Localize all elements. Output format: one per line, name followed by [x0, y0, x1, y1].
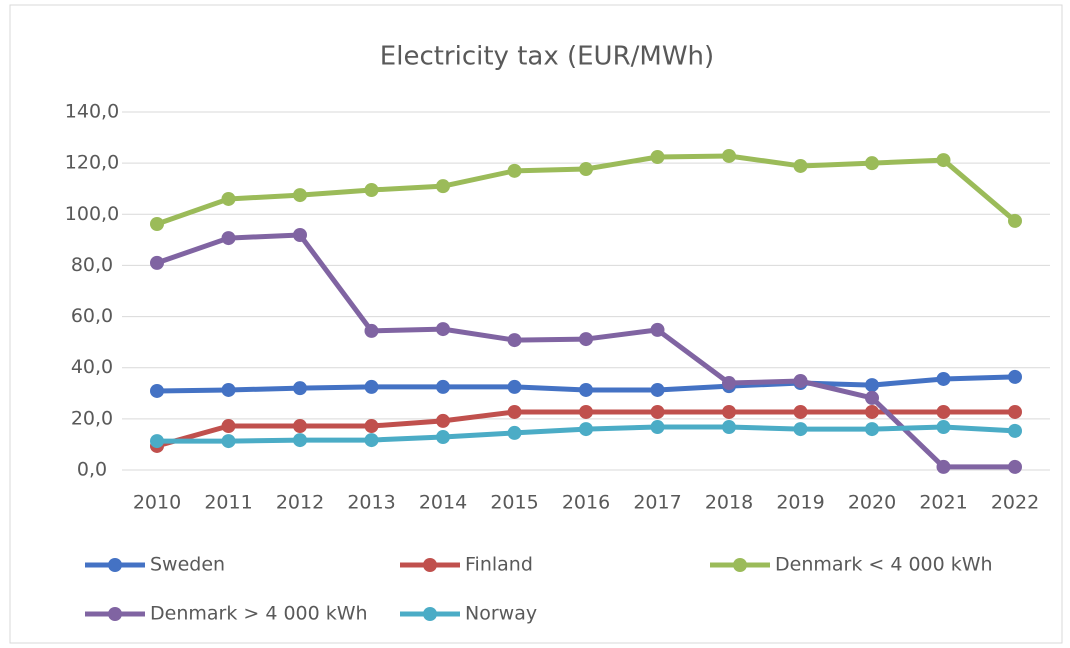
x-tick-label: 2021: [919, 492, 967, 514]
data-point: [507, 404, 522, 419]
data-point: [507, 163, 522, 178]
data-point: [293, 381, 307, 396]
data-point: [650, 404, 665, 419]
data-point: [865, 422, 879, 437]
data-point: [722, 420, 736, 435]
data-point: [221, 434, 236, 449]
data-point: [650, 150, 665, 165]
data-point: [865, 378, 879, 393]
data-point: [364, 433, 379, 448]
data-point: [936, 404, 951, 419]
x-tick-label: 2017: [633, 492, 681, 514]
data-point: [722, 376, 736, 391]
data-point: [865, 156, 879, 171]
data-point: [579, 404, 593, 419]
data-point: [579, 422, 593, 437]
data-point: [364, 419, 379, 434]
x-tick-label: 2018: [705, 492, 753, 514]
y-tick-label: 0,0: [77, 459, 107, 481]
data-point: [936, 153, 951, 168]
data-point: [722, 148, 736, 163]
data-point: [221, 191, 236, 206]
data-point: [1008, 459, 1022, 474]
data-point: [436, 179, 450, 194]
legend-label: Finland: [465, 554, 533, 576]
data-point: [507, 425, 522, 440]
legend-label: Norway: [465, 603, 537, 625]
data-point: [936, 371, 951, 386]
data-point: [793, 404, 808, 419]
data-point: [865, 390, 879, 405]
data-point: [293, 419, 307, 434]
data-point: [936, 420, 951, 435]
chart-title: Electricity tax (EUR/MWh): [380, 42, 714, 72]
data-point: [150, 217, 164, 232]
x-tick-label: 2015: [490, 492, 538, 514]
data-point: [793, 158, 808, 173]
legend-marker: [733, 558, 747, 572]
data-point: [936, 459, 951, 474]
x-tick-label: 2022: [991, 492, 1039, 514]
data-point: [150, 383, 164, 398]
y-tick-label: 140,0: [65, 101, 119, 123]
y-tick-label: 40,0: [71, 356, 113, 378]
data-point: [436, 413, 450, 428]
data-point: [1008, 369, 1022, 384]
chart-frame: [9, 4, 1063, 644]
x-tick-label: 2010: [133, 492, 181, 514]
x-tick-label: 2013: [347, 492, 395, 514]
data-point: [364, 182, 379, 197]
data-point: [150, 255, 164, 270]
x-tick-label: 2014: [419, 492, 467, 514]
data-point: [865, 404, 879, 419]
data-point: [579, 332, 593, 347]
data-point: [579, 382, 593, 397]
data-point: [1008, 404, 1022, 419]
data-point: [436, 430, 450, 445]
data-point: [793, 374, 808, 389]
data-point: [221, 419, 236, 434]
data-point: [293, 433, 307, 448]
legend-marker: [423, 607, 437, 621]
legend-label: Denmark > 4 000 kWh: [150, 603, 368, 625]
legend-label: Denmark < 4 000 kWh: [775, 554, 993, 576]
data-point: [436, 379, 450, 394]
y-tick-label: 100,0: [65, 203, 119, 225]
x-tick-label: 2019: [776, 492, 824, 514]
x-tick-label: 2011: [204, 492, 252, 514]
y-tick-label: 60,0: [71, 305, 113, 327]
y-tick-label: 120,0: [65, 152, 119, 174]
data-point: [650, 382, 665, 397]
legend-marker: [108, 607, 122, 621]
data-point: [507, 379, 522, 394]
data-point: [293, 188, 307, 203]
x-tick-label: 2020: [848, 492, 896, 514]
data-point: [579, 162, 593, 177]
legend-label: Sweden: [150, 554, 225, 576]
data-point: [722, 404, 736, 419]
data-point: [507, 333, 522, 348]
x-tick-label: 2012: [276, 492, 324, 514]
data-point: [293, 227, 307, 242]
data-point: [221, 382, 236, 397]
legend-marker: [423, 558, 437, 572]
data-point: [793, 422, 808, 437]
data-point: [364, 379, 379, 394]
data-point: [650, 322, 665, 337]
y-tick-label: 80,0: [71, 254, 113, 276]
y-tick-label: 20,0: [71, 407, 113, 429]
data-point: [150, 434, 164, 449]
data-point: [221, 231, 236, 246]
data-point: [1008, 423, 1022, 438]
data-point: [1008, 213, 1022, 228]
data-point: [436, 322, 450, 337]
data-point: [364, 323, 379, 338]
x-tick-label: 2016: [562, 492, 610, 514]
data-point: [650, 420, 665, 435]
legend-marker: [108, 558, 122, 572]
